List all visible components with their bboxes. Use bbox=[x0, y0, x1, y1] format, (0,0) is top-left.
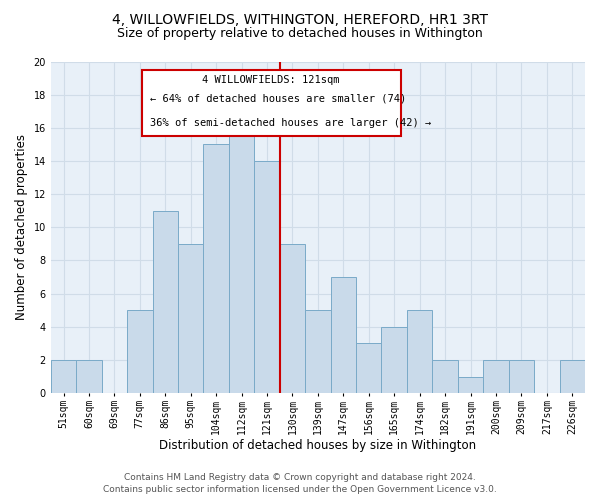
Text: Contains HM Land Registry data © Crown copyright and database right 2024.
Contai: Contains HM Land Registry data © Crown c… bbox=[103, 472, 497, 494]
Bar bbox=[483, 360, 509, 393]
Text: ← 64% of detached houses are smaller (74): ← 64% of detached houses are smaller (74… bbox=[149, 94, 406, 104]
Bar bbox=[280, 244, 305, 393]
Bar bbox=[152, 210, 178, 393]
Bar bbox=[407, 310, 433, 393]
Bar bbox=[331, 277, 356, 393]
Bar bbox=[356, 344, 382, 393]
Bar bbox=[560, 360, 585, 393]
Bar bbox=[254, 161, 280, 393]
Text: Size of property relative to detached houses in Withington: Size of property relative to detached ho… bbox=[117, 28, 483, 40]
Bar bbox=[76, 360, 101, 393]
X-axis label: Distribution of detached houses by size in Withington: Distribution of detached houses by size … bbox=[160, 440, 476, 452]
Bar bbox=[509, 360, 534, 393]
Bar bbox=[458, 376, 483, 393]
Bar bbox=[382, 327, 407, 393]
Bar bbox=[305, 310, 331, 393]
Bar bbox=[203, 144, 229, 393]
Text: 4 WILLOWFIELDS: 121sqm: 4 WILLOWFIELDS: 121sqm bbox=[202, 75, 340, 85]
Text: 36% of semi-detached houses are larger (42) →: 36% of semi-detached houses are larger (… bbox=[149, 118, 431, 128]
Text: 4, WILLOWFIELDS, WITHINGTON, HEREFORD, HR1 3RT: 4, WILLOWFIELDS, WITHINGTON, HEREFORD, H… bbox=[112, 12, 488, 26]
Bar bbox=[178, 244, 203, 393]
Bar bbox=[51, 360, 76, 393]
FancyBboxPatch shape bbox=[142, 70, 401, 136]
Y-axis label: Number of detached properties: Number of detached properties bbox=[15, 134, 28, 320]
Bar bbox=[433, 360, 458, 393]
Bar bbox=[229, 111, 254, 393]
Bar bbox=[127, 310, 152, 393]
